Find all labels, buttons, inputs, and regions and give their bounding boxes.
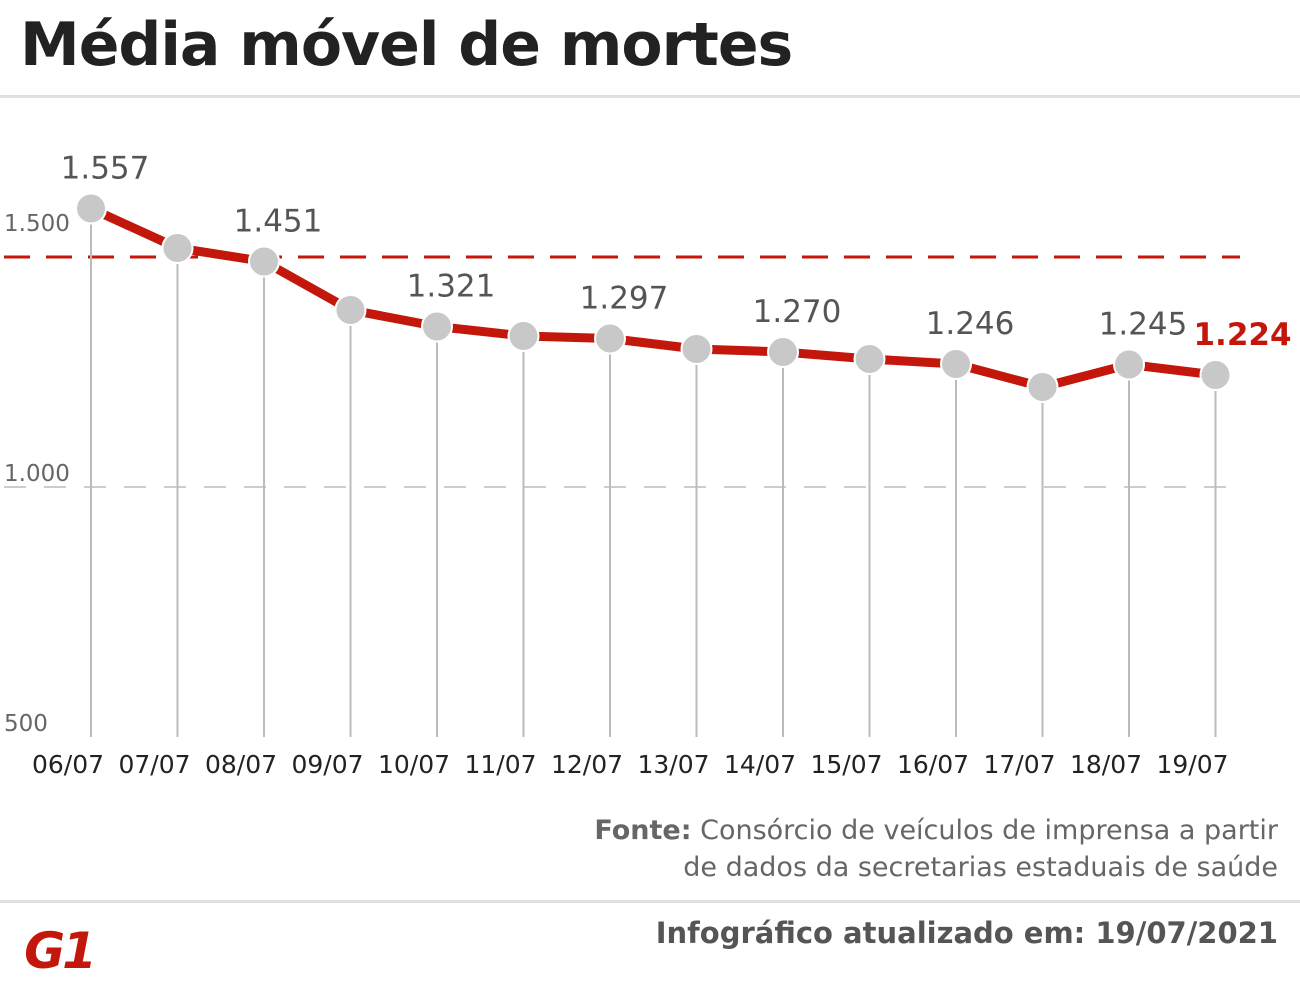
source-line-1: Fonte: Consórcio de veículos de imprensa… <box>478 812 1278 849</box>
source-text-1: Consórcio de veículos de imprensa a part… <box>700 815 1278 846</box>
x-tick-label: 06/07 <box>32 750 104 779</box>
line-chart: 1.557 1.451 1.321 1.297 1.270 1.246 1.245 1.224… <box>4 151 1292 779</box>
x-tick-label: 14/07 <box>724 750 796 779</box>
x-tick-label: 11/07 <box>464 750 536 779</box>
svg-text:G1: G1 <box>24 922 94 976</box>
labels-layer: 1.557 1.451 1.321 1.297 1.270 1.246 1.245 1.224 <box>61 151 1292 354</box>
updated-date: Infográfico atualizado em: 19/07/2021 <box>655 916 1278 950</box>
footer-divider <box>0 900 1300 903</box>
axis-layer: 500 1.000 1.500 06/07 07/07 08/07 09/07 10/07 11… <box>4 211 1229 779</box>
source-label: Fonte: <box>594 815 692 846</box>
data-label: 1.297 <box>580 281 669 317</box>
header-divider <box>0 95 1300 98</box>
data-point <box>940 348 972 380</box>
data-point <box>1199 359 1232 391</box>
data-point <box>75 192 107 225</box>
g1-logo: G1 <box>24 922 97 976</box>
data-label: 1.245 <box>1099 307 1188 343</box>
y-tick-label: 500 <box>4 711 48 737</box>
data-label: 1.557 <box>61 151 150 187</box>
source-line-2: de dados da secretarias estaduais de saú… <box>683 852 1278 883</box>
x-tick-label: 17/07 <box>983 750 1055 779</box>
y-tick-label: 1.000 <box>4 461 70 487</box>
data-point <box>853 343 886 375</box>
data-point <box>767 336 799 368</box>
data-point <box>507 320 540 352</box>
data-label: 1.246 <box>926 306 1015 342</box>
x-tick-label: 07/07 <box>118 750 190 779</box>
data-point <box>421 310 453 343</box>
data-label: 1.321 <box>407 269 496 305</box>
x-tick-label: 15/07 <box>810 750 882 779</box>
source-note: Fonte: Consórcio de veículos de imprensa… <box>478 812 1278 886</box>
x-tick-label: 13/07 <box>637 750 709 779</box>
x-tick-label: 16/07 <box>897 750 969 779</box>
data-point <box>1026 371 1059 403</box>
data-point <box>594 322 626 355</box>
data-label: 1.270 <box>753 294 842 330</box>
data-point <box>334 294 367 326</box>
data-label: 1.451 <box>234 204 323 240</box>
data-point <box>1113 348 1145 381</box>
points-layer <box>75 192 1232 403</box>
x-tick-label: 08/07 <box>205 750 277 779</box>
x-tick-label: 19/07 <box>1156 750 1228 779</box>
y-tick-label: 1.500 <box>4 211 70 237</box>
grid-layer <box>4 208 1240 737</box>
x-tick-label: 10/07 <box>378 750 450 779</box>
x-tick-label: 12/07 <box>551 750 623 779</box>
data-point <box>248 245 280 278</box>
x-tick-label: 18/07 <box>1070 750 1142 779</box>
data-point <box>680 333 713 365</box>
chart-title: Média móvel de mortes <box>20 10 793 80</box>
x-tick-label: 09/07 <box>291 750 363 779</box>
data-point <box>161 232 194 264</box>
data-label: 1.224 <box>1193 317 1291 353</box>
